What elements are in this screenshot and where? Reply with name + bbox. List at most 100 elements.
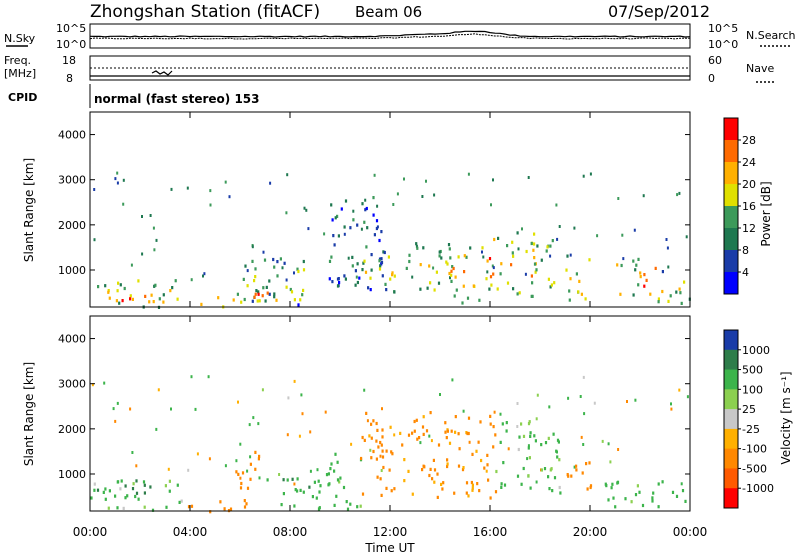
velocity-scatter-cell [366,419,369,423]
power-data-cell [158,297,161,301]
power-data-cell [533,242,536,246]
velocity-scatter-cell [167,467,170,471]
power-data-cell [440,256,443,260]
velocity-data-cell [540,468,543,472]
power-data-cell [577,290,580,294]
power-data-cell [639,271,642,275]
velocity-ylabel: Slant Range [km] [22,362,36,466]
power-scatter-cell [116,181,119,185]
power-colorbar-swatch [724,140,738,163]
power-scatter-cell [373,173,376,177]
power-scatter-cell [492,266,495,270]
velocity-data-cell [132,482,135,486]
velocity-data-cell [240,481,243,486]
velocity-scatter-cell [617,448,620,451]
velocity-data-cell [586,487,589,491]
velocity-scatter-cell [593,401,596,405]
velocity-data-cell [135,479,138,483]
velocity-data-cell [556,455,559,459]
power-data-cell [535,268,538,272]
power-data-cell [268,279,271,283]
velocity-data-cell [237,472,240,476]
velocity-data-cell [505,421,508,425]
velocity-data-cell [401,443,404,447]
velocity-scatter-cell [468,440,471,444]
velocity-data-cell [421,468,424,472]
power-data-cell [232,298,235,302]
power-data-cell [457,255,460,259]
velocity-data-cell [636,484,639,488]
power-scatter-cell [186,186,189,190]
velocity-data-cell [104,497,107,501]
velocity-data-cell [335,494,338,498]
power-data-cell [338,280,341,285]
power-scatter-cell [305,208,308,212]
velocity-scatter-cell [135,464,138,468]
freq-unit-label: [MHz] [4,67,36,80]
power-colorbar-tick-label: 4 [742,266,749,279]
power-data-cell [148,300,151,304]
velocity-data-cell [151,508,155,512]
velocity-data-cell [93,488,96,492]
power-data-cell [302,268,306,272]
velocity-scatter-cell [301,412,304,416]
power-data-cell [302,259,305,264]
power-data-cell [500,262,503,266]
power-data-cell [488,287,491,291]
velocity-scatter-cell [114,419,117,423]
velocity-data-cell [339,476,342,480]
power-data-cell [461,301,464,305]
velocity-data-cell [266,478,269,482]
power-data-cell [575,272,578,276]
power-data-cell [616,263,619,267]
power-scatter-cell [415,244,418,248]
power-data-cell [545,249,548,253]
station-title: Zhongshan Station (fitACF) [90,2,320,22]
velocity-data-cell [342,485,346,490]
velocity-data-cell [180,499,183,503]
freq-label: Freq. [4,54,31,67]
velocity-data-cell [390,489,393,493]
power-data-cell [253,279,256,283]
power-data-cell [488,257,492,261]
velocity-scatter-cell [527,444,530,448]
power-data-cell [391,273,394,277]
velocity-colorbar-frame [723,329,739,509]
velocity-data-cell [143,491,146,495]
power-colorbar: 28 24 20 16 12 8 4 [723,117,756,295]
power-data-cell [276,274,279,278]
power-scatter-cell [558,225,561,228]
power-data-cell [415,242,418,246]
power-data-cell [363,220,366,224]
power-scatter-cell [209,203,212,207]
velocity-scatter-cell [579,395,582,398]
power-scatter-cell [482,255,485,259]
velocity-data-cell [334,452,337,456]
velocity-scatter-cell [287,396,290,400]
power-data-cell [264,299,267,303]
velocity-data-cell [422,464,425,468]
power-data-cell [352,218,355,222]
velocity-data-cell [165,505,168,509]
power-data-cell [176,297,179,301]
velocity-colorbar-tick-label: 100 [742,383,763,396]
power-data-cell [162,293,165,297]
velocity-scatter-cell [380,469,383,472]
power-data-cell [261,294,264,298]
power-data-cell [243,297,246,302]
velocity-scatter-cell [582,375,585,379]
power-data-cell [351,255,354,259]
velocity-colorbar-tick-label: 25 [742,403,756,416]
velocity-data-cell [436,472,439,476]
velocity-scatter-cell [393,433,396,437]
velocity-data-cell [368,434,371,438]
velocity-scatter-cell [350,442,353,446]
power-data-cell [657,297,660,301]
velocity-data-cell [422,432,425,436]
velocity-data-cell [589,485,592,490]
x-tick-label: 20:00 [573,525,608,539]
velocity-data-cell [338,480,341,484]
velocity-scatter-cell [207,375,210,379]
power-data-cell [490,283,493,287]
power-colorbar-swatch [724,206,738,229]
